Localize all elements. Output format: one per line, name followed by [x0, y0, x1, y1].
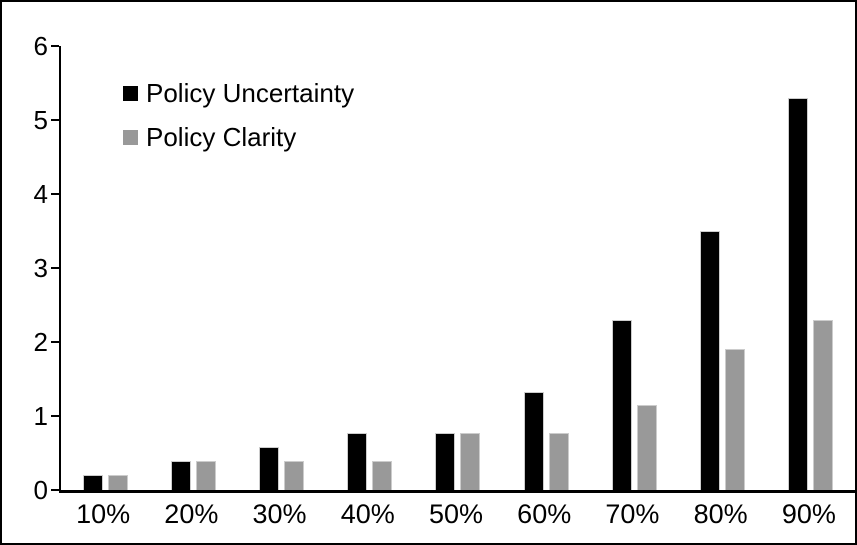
x-tick-label-80-: 80% [693, 499, 748, 529]
bar-group-70- [590, 46, 678, 490]
bar-policy-clarity-30- [284, 461, 305, 490]
x-axis-labels: 10% 20% 30% 40% 50% 60% 70% 80% 90% [59, 499, 853, 530]
bar-policy-uncertainty-50- [435, 433, 456, 490]
x-tick-label-10-: 10% [76, 499, 131, 529]
y-tick-label-0: 0 [33, 475, 48, 505]
y-tick-label-2: 2 [33, 327, 48, 357]
x-tick-label-40-: 40% [340, 499, 395, 529]
bar-policy-clarity-50- [460, 433, 481, 490]
bar-policy-uncertainty-90- [788, 97, 809, 490]
y-tick-label-5: 5 [33, 105, 48, 135]
bar-policy-uncertainty-20- [170, 461, 191, 490]
bar-policy-clarity-80- [725, 349, 746, 490]
bar-group-20- [149, 46, 237, 490]
legend-item-policy-clarity: Policy Clarity [123, 123, 354, 151]
bar-policy-clarity-40- [372, 461, 393, 490]
y-tick-label-1: 1 [33, 401, 48, 431]
y-tick-6 [51, 45, 59, 47]
bar-policy-uncertainty-40- [347, 433, 368, 490]
x-tick-label-30-: 30% [252, 499, 307, 529]
y-tick-label-4: 4 [33, 179, 48, 209]
bar-policy-uncertainty-80- [700, 231, 721, 490]
legend: Policy Uncertainty Policy Clarity [123, 79, 354, 151]
x-tick-label-70-: 70% [605, 499, 660, 529]
legend-swatch-policy-uncertainty [123, 85, 138, 101]
y-tick-1 [51, 415, 59, 417]
bar-group-80- [679, 46, 767, 490]
bar-policy-uncertainty-10- [82, 475, 103, 490]
y-tick-5 [51, 119, 59, 121]
y-tick-4 [51, 193, 59, 195]
bar-group-60- [502, 46, 590, 490]
y-tick-label-3: 3 [33, 253, 48, 283]
x-tick-label-90-: 90% [781, 499, 836, 529]
y-tick-0 [51, 489, 59, 491]
bar-policy-uncertainty-30- [259, 447, 280, 490]
bar-group-40- [326, 46, 414, 490]
legend-swatch-policy-clarity [123, 129, 138, 145]
bar-group-90- [767, 46, 855, 490]
plot-area: Policy Uncertainty Policy Clarity [51, 45, 855, 493]
x-tick-label-50-: 50% [428, 499, 483, 529]
bar-policy-clarity-20- [195, 461, 216, 490]
y-tick-2 [51, 341, 59, 343]
y-tick-3 [51, 267, 59, 269]
bar-policy-clarity-10- [107, 475, 128, 490]
bar-policy-clarity-90- [813, 319, 834, 490]
legend-label-policy-clarity: Policy Clarity [146, 122, 297, 152]
bar-group-10- [61, 46, 149, 490]
bar-policy-clarity-60- [548, 433, 569, 490]
x-tick-label-60-: 60% [517, 499, 572, 529]
legend-item-policy-uncertainty: Policy Uncertainty [123, 79, 354, 107]
bar-group-50- [414, 46, 502, 490]
bar-group-30- [237, 46, 325, 490]
bar-policy-clarity-70- [636, 404, 657, 490]
y-tick-label-6: 6 [33, 31, 48, 61]
bar-policy-uncertainty-70- [611, 319, 632, 490]
bar-series-container [61, 46, 855, 490]
x-tick-label-20-: 20% [164, 499, 219, 529]
legend-label-policy-uncertainty: Policy Uncertainty [146, 78, 355, 108]
bar-policy-uncertainty-60- [523, 391, 544, 490]
